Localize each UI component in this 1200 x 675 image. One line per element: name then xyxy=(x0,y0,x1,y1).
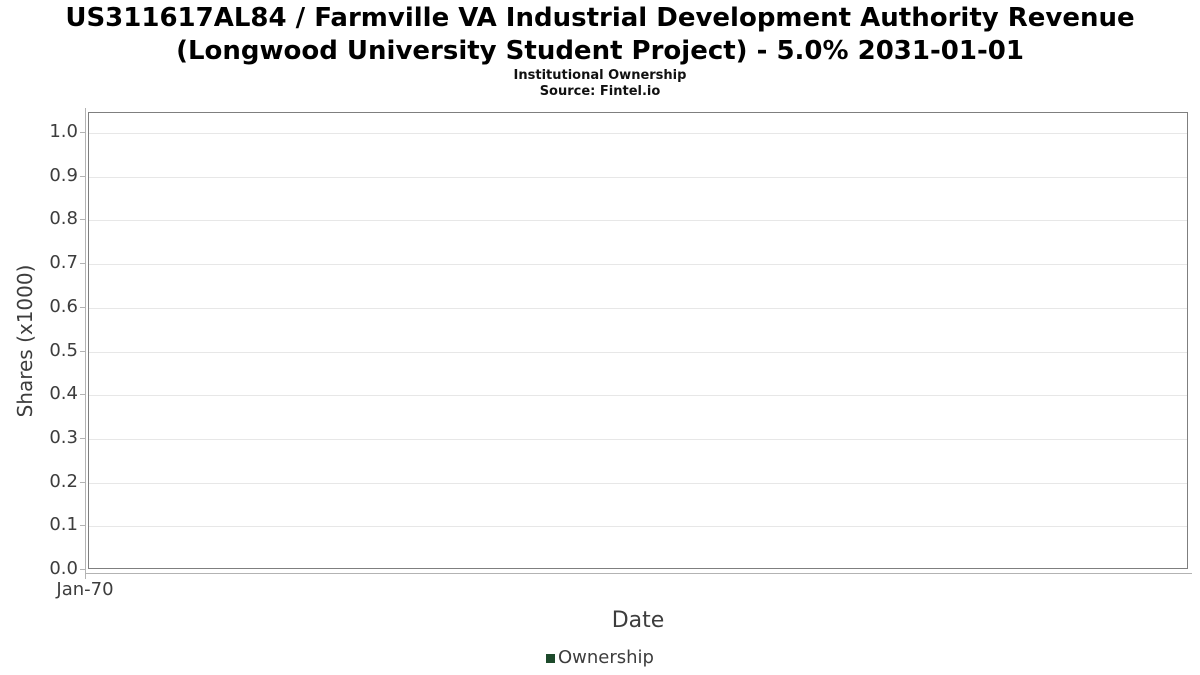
gridline-y-0.6 xyxy=(89,308,1187,309)
legend-item-ownership[interactable]: Ownership xyxy=(546,647,654,669)
gridline-y-0.7 xyxy=(89,264,1187,265)
y-tick-mark-1.0 xyxy=(80,132,85,133)
x-axis-title: Date xyxy=(611,608,665,633)
y-tick-label-0.6: 0.6 xyxy=(49,296,78,317)
y-tick-label-0.9: 0.9 xyxy=(49,165,78,186)
y-tick-mark-0.0 xyxy=(80,569,85,570)
y-tick-mark-0.3 xyxy=(80,438,85,439)
y-tick-mark-0.4 xyxy=(80,394,85,395)
gridline-y-0.4 xyxy=(89,395,1187,396)
gridline-y-0.3 xyxy=(89,439,1187,440)
chart-title-line1: US311617AL84 / Farmville VA Industrial D… xyxy=(65,3,1135,33)
chart-title-line2: (Longwood University Student Project) - … xyxy=(176,36,1024,66)
y-tick-mark-0.8 xyxy=(80,219,85,220)
x-tick-label-Jan-70: Jan-70 xyxy=(56,579,114,600)
y-tick-label-0.4: 0.4 xyxy=(49,383,78,404)
y-tick-mark-0.7 xyxy=(80,263,85,264)
y-axis-line xyxy=(85,108,86,574)
chart-title: US311617AL84 / Farmville VA Industrial D… xyxy=(0,2,1200,68)
gridline-y-1.0 xyxy=(89,133,1187,134)
y-tick-mark-0.1 xyxy=(80,525,85,526)
y-tick-label-0.8: 0.8 xyxy=(49,208,78,229)
y-tick-label-0.7: 0.7 xyxy=(49,252,78,273)
x-tick-mark-Jan-70 xyxy=(85,573,86,579)
y-tick-label-0.2: 0.2 xyxy=(49,471,78,492)
chart-source: Source: Fintel.io xyxy=(539,84,661,99)
gridline-y-0.8 xyxy=(89,220,1187,221)
legend: Ownership xyxy=(0,647,1200,669)
legend-marker-square xyxy=(546,653,555,663)
y-tick-label-0.1: 0.1 xyxy=(49,514,78,535)
y-tick-mark-0.6 xyxy=(80,307,85,308)
gridline-y-0.9 xyxy=(89,177,1187,178)
y-tick-label-1.0: 1.0 xyxy=(49,121,78,142)
gridline-y-0.5 xyxy=(89,352,1187,353)
y-tick-label-0.0: 0.0 xyxy=(49,558,78,579)
y-tick-mark-0.5 xyxy=(80,351,85,352)
plot-area xyxy=(88,112,1188,569)
gridline-y-0.2 xyxy=(89,483,1187,484)
y-tick-label-0.5: 0.5 xyxy=(49,340,78,361)
y-tick-mark-0.9 xyxy=(80,176,85,177)
y-tick-label-0.3: 0.3 xyxy=(49,427,78,448)
y-tick-mark-0.2 xyxy=(80,482,85,483)
chart-subtitle: Institutional Ownership xyxy=(513,68,687,83)
gridline-y-0.1 xyxy=(89,526,1187,527)
x-axis-line xyxy=(85,573,1192,574)
legend-label: Ownership xyxy=(558,647,654,668)
